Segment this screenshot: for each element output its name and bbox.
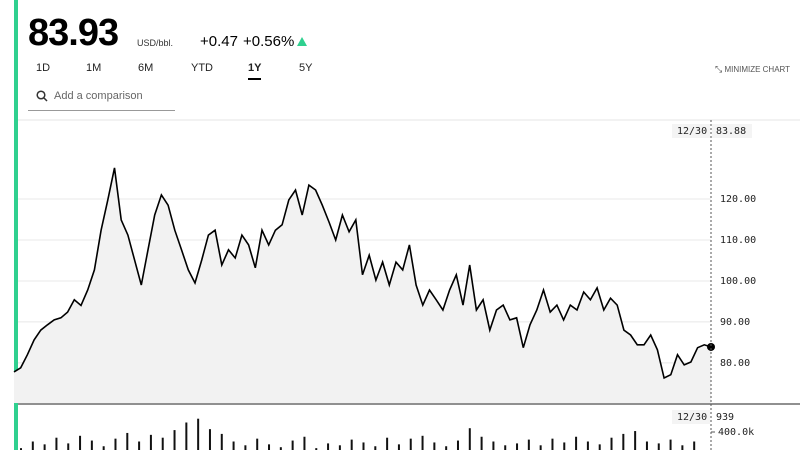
volume-bar [421,435,424,450]
volume-bar [397,444,400,450]
volume-bar [244,445,247,450]
volume-bar [386,437,389,450]
volume-bar [693,441,696,450]
price: 83.93 [28,12,119,54]
volume-bar [362,442,365,450]
search-icon [36,90,48,102]
volume-bar [67,443,70,450]
comparison-search[interactable]: Add a comparison [28,84,175,111]
volume-bar [185,422,188,450]
y-tick-label: 110.00 [720,235,756,246]
volume-bar [575,436,578,450]
range-tab[interactable]: 1M [86,62,102,74]
volume-bar [90,440,93,450]
change-pct: +0.56% [243,33,295,50]
volume-bar [303,436,306,450]
volume-date-box [672,410,710,424]
search-placeholder: Add a comparison [54,90,143,102]
volume-bar [232,441,235,450]
volume-last: 939 [716,412,734,423]
volume-bar [256,438,259,450]
volume-bar [563,442,566,450]
volume-bar [20,448,22,450]
volume-bar [669,439,672,450]
volume-bar [149,434,152,450]
volume-bar [456,440,459,450]
y-tick-label: 100.00 [720,276,756,287]
volume-bar [173,430,176,450]
volume-bar [327,443,330,450]
volume-bar [539,445,542,450]
volume-bar [220,433,223,450]
volume-bar [338,445,341,450]
volume-bar [126,432,129,450]
volume-bar [268,444,271,450]
volume-bar [43,444,46,450]
volume-bar [657,443,660,450]
volume-bar [433,442,436,450]
volume-bar [468,428,471,450]
last-date: 12/30 [677,126,707,137]
volume-bar [55,437,58,450]
volume-bar [634,431,637,450]
range-tab[interactable]: 1Y [248,62,262,80]
volume-bar [598,444,601,450]
accent-bar [14,0,18,450]
volume-bar [516,443,519,450]
volume-bar [681,445,684,450]
last-point [707,342,715,351]
range-tab[interactable]: 1D [36,62,51,74]
volume-bar [79,435,82,450]
volume-bar [138,441,141,450]
volume-bar [114,438,117,450]
volume-bar [161,437,164,450]
volume-bar [645,441,648,450]
volume-bar [291,440,294,450]
volume-bar [480,436,483,450]
last-value-box [712,124,752,138]
volume-bar [445,446,448,450]
volume-bar [315,448,318,450]
y-tick-label: 120.00 [720,194,756,205]
volume-bar [492,441,495,450]
volume-tick-label: 400.0k [718,427,754,438]
volume-bar [527,439,530,450]
volume-bar [504,445,507,450]
volume-bar [208,429,211,450]
volume-bar [551,438,554,450]
range-tab[interactable]: YTD [191,62,213,74]
minimize-label: MINIMIZE CHART [724,65,791,74]
volume-bar [279,447,282,450]
unit: USD/bbl. [137,38,174,48]
y-tick-label: 90.00 [720,317,750,328]
y-tick-label: 80.00 [720,358,750,369]
volume-bar [610,437,613,450]
volume-bar [31,441,34,450]
range-tab[interactable]: 5Y [299,62,313,74]
volume-bar [102,446,105,450]
volume-bar [350,439,353,450]
range-tab[interactable]: 6M [138,62,154,74]
volume-bar [197,418,200,450]
minimize-chart[interactable]: ⤡ MINIMIZE CHART [715,64,791,74]
volume-date: 12/30 [677,412,707,423]
volume-bar [374,446,377,450]
price-area [14,167,711,403]
last-value: 83.88 [716,126,746,137]
change: +0.47 [200,33,238,50]
up-arrow [297,37,307,46]
price-line [13,167,712,380]
last-date-box [672,124,710,138]
volume-bar [586,441,589,450]
volume-bar [622,433,625,450]
volume-bar [409,438,412,450]
